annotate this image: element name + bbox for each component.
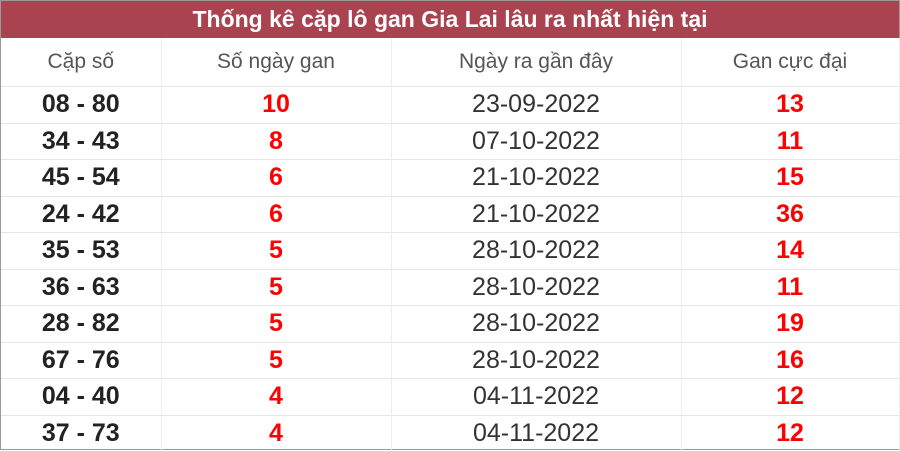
days-cell: 10 bbox=[161, 86, 392, 123]
table-row: 24 - 42 6 21-10-2022 36 bbox=[1, 195, 900, 233]
max-gan-cell: 12 bbox=[681, 378, 900, 415]
table-row: 34 - 43 8 07-10-2022 11 bbox=[1, 122, 900, 160]
max-gan-cell: 11 bbox=[681, 268, 900, 306]
date-cell: 07-10-2022 bbox=[391, 122, 682, 160]
table-title: Thống kê cặp lô gan Gia Lai lâu ra nhất … bbox=[1, 1, 899, 38]
date-cell: 04-11-2022 bbox=[391, 378, 682, 415]
table-row: 28 - 82 5 28-10-2022 19 bbox=[1, 305, 900, 342]
date-cell: 28-10-2022 bbox=[391, 305, 682, 342]
table-row: 45 - 54 6 21-10-2022 15 bbox=[1, 159, 900, 196]
max-gan-cell: 36 bbox=[681, 195, 900, 233]
days-cell: 4 bbox=[161, 414, 392, 451]
max-gan-cell: 16 bbox=[681, 341, 900, 379]
days-cell: 8 bbox=[161, 122, 392, 160]
header-last-date: Ngày ra gần đây bbox=[391, 38, 682, 87]
date-cell: 21-10-2022 bbox=[391, 159, 682, 196]
table-row: 36 - 63 5 28-10-2022 11 bbox=[1, 268, 900, 306]
table-row: 67 - 76 5 28-10-2022 16 bbox=[1, 341, 900, 379]
date-cell: 23-09-2022 bbox=[391, 86, 682, 123]
header-row: Cặp số Số ngày gan Ngày ra gần đây Gan c… bbox=[1, 38, 900, 87]
table-row: 35 - 53 5 28-10-2022 14 bbox=[1, 232, 900, 269]
days-cell: 6 bbox=[161, 195, 392, 233]
pair-cell: 34 - 43 bbox=[1, 122, 162, 160]
lo-gan-table: Cặp số Số ngày gan Ngày ra gần đây Gan c… bbox=[1, 38, 900, 451]
table-row: 08 - 80 10 23-09-2022 13 bbox=[1, 86, 900, 123]
days-cell: 5 bbox=[161, 232, 392, 269]
pair-cell: 67 - 76 bbox=[1, 341, 162, 379]
table-row: 37 - 73 4 04-11-2022 12 bbox=[1, 414, 900, 451]
pair-cell: 08 - 80 bbox=[1, 86, 162, 123]
table-row: 04 - 40 4 04-11-2022 12 bbox=[1, 378, 900, 415]
days-cell: 5 bbox=[161, 268, 392, 306]
max-gan-cell: 11 bbox=[681, 122, 900, 160]
pair-cell: 45 - 54 bbox=[1, 159, 162, 196]
pair-cell: 37 - 73 bbox=[1, 414, 162, 451]
header-max-gan: Gan cực đại bbox=[681, 38, 900, 87]
max-gan-cell: 12 bbox=[681, 414, 900, 451]
date-cell: 04-11-2022 bbox=[391, 414, 682, 451]
days-cell: 5 bbox=[161, 305, 392, 342]
max-gan-cell: 13 bbox=[681, 86, 900, 123]
days-cell: 6 bbox=[161, 159, 392, 196]
pair-cell: 28 - 82 bbox=[1, 305, 162, 342]
max-gan-cell: 15 bbox=[681, 159, 900, 196]
max-gan-cell: 19 bbox=[681, 305, 900, 342]
header-pair: Cặp số bbox=[1, 38, 162, 87]
date-cell: 28-10-2022 bbox=[391, 268, 682, 306]
pair-cell: 04 - 40 bbox=[1, 378, 162, 415]
header-days: Số ngày gan bbox=[161, 38, 392, 87]
pair-cell: 35 - 53 bbox=[1, 232, 162, 269]
date-cell: 21-10-2022 bbox=[391, 195, 682, 233]
date-cell: 28-10-2022 bbox=[391, 341, 682, 379]
max-gan-cell: 14 bbox=[681, 232, 900, 269]
pair-cell: 36 - 63 bbox=[1, 268, 162, 306]
days-cell: 5 bbox=[161, 341, 392, 379]
days-cell: 4 bbox=[161, 378, 392, 415]
pair-cell: 24 - 42 bbox=[1, 195, 162, 233]
date-cell: 28-10-2022 bbox=[391, 232, 682, 269]
